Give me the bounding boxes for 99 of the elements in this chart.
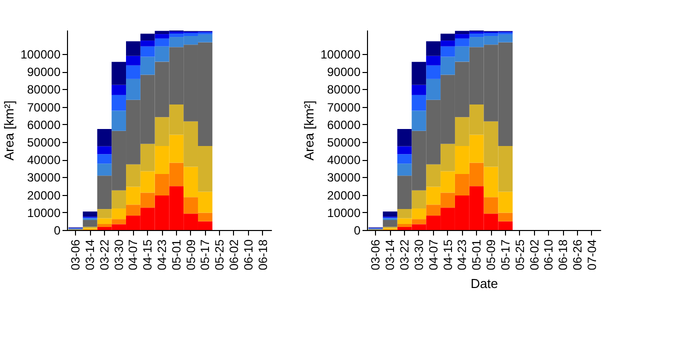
bar (97, 128, 112, 146)
x-axis-title: Date (470, 276, 498, 292)
y-tick-label: 70000 (27, 100, 61, 114)
y-tick-label: 30000 (27, 170, 61, 185)
bar (412, 219, 426, 224)
x-tick-label: 03-30 (412, 239, 426, 270)
bar (112, 62, 126, 85)
y-tick-label: 80000 (327, 82, 361, 97)
x-tick-label: 03-30 (112, 239, 126, 270)
bar (126, 65, 140, 79)
x-tick-label: 04-15 (440, 239, 455, 270)
bar (112, 84, 126, 95)
x-tick-label: 04-07 (426, 239, 440, 270)
bar (397, 209, 412, 218)
x-tick-label: 05-25 (212, 239, 227, 270)
x-tick-label: 03-06 (68, 239, 83, 270)
bar (412, 62, 426, 85)
x-tick-label: 05-01 (169, 239, 184, 270)
y-tick-label: 0 (354, 224, 361, 238)
bar (126, 41, 140, 56)
bar (412, 94, 426, 111)
y-tick-label: 0 (54, 224, 61, 238)
y-tick-label: 10000 (27, 206, 61, 220)
x-tick-label: 06-10 (241, 239, 256, 270)
x-tick-label: 03-22 (97, 239, 112, 270)
x-tick-label: 05-01 (470, 239, 484, 270)
bar (397, 128, 412, 146)
y-tick-label: 50000 (27, 135, 61, 150)
x-tick-label: 05-17 (198, 239, 212, 270)
x-tick-label: 06-10 (542, 239, 556, 270)
bar (97, 146, 112, 154)
x-tick-label: 04-15 (140, 239, 155, 270)
y-tick-label: 60000 (27, 118, 61, 132)
bar (426, 56, 441, 66)
bar (382, 212, 398, 217)
x-tick-label: 03-14 (83, 239, 98, 270)
x-tick-label: 05-17 (498, 239, 512, 270)
bar (397, 146, 412, 154)
bar (426, 41, 441, 56)
y-axis-title: Area [km²] (1, 100, 16, 160)
bar (126, 78, 140, 100)
y-tick-label: 30000 (327, 170, 361, 185)
y-tick-label: 10000 (327, 206, 361, 220)
x-tick-label: 06-02 (527, 239, 542, 270)
bar (112, 190, 126, 209)
bar (426, 65, 441, 79)
y-tick-label: 50000 (327, 135, 361, 150)
bar (454, 34, 470, 38)
bar (140, 46, 155, 57)
x-tick-label: 05-09 (484, 239, 498, 270)
bar (97, 224, 112, 228)
bar (440, 46, 455, 57)
y-tick-label: 70000 (327, 100, 361, 114)
bar (112, 219, 126, 224)
y-tick-label: 80000 (27, 82, 61, 97)
x-tick-label: 06-26 (570, 239, 585, 270)
bar (154, 34, 170, 38)
x-tick-label: 03-14 (383, 239, 398, 270)
bar (397, 154, 412, 164)
x-tick-label: 06-02 (226, 239, 241, 270)
x-tick-label: 03-06 (368, 239, 383, 270)
y-tick-label: 90000 (327, 65, 361, 80)
bar (97, 209, 112, 218)
x-tick-label: 06-18 (256, 239, 270, 270)
x-tick-label: 05-09 (184, 239, 198, 270)
bar (412, 190, 426, 209)
y-tick-label: 20000 (27, 188, 61, 202)
bar (397, 164, 412, 176)
bar (426, 78, 441, 100)
y-tick-label: 90000 (27, 65, 61, 80)
bar (412, 84, 426, 95)
x-tick-label: 04-23 (455, 239, 470, 270)
bar (154, 38, 170, 46)
x-tick-label: 04-07 (126, 239, 140, 270)
y-tick-label: 20000 (327, 188, 361, 202)
bar (412, 110, 426, 131)
bar (97, 154, 112, 164)
x-tick-label: 04-23 (155, 239, 170, 270)
x-tick-label: 07-04 (584, 239, 599, 270)
y-tick-label: 40000 (27, 153, 61, 168)
bar (112, 110, 126, 131)
x-tick-label: 03-22 (397, 239, 412, 270)
bar (82, 212, 98, 217)
y-axis-title: Area [km²] (301, 100, 316, 160)
bar (440, 40, 455, 46)
bar (82, 220, 98, 227)
bar (112, 94, 126, 111)
y-tick-label: 60000 (327, 118, 361, 132)
x-tick-label: 05-25 (512, 239, 527, 270)
y-tick-label: 40000 (327, 153, 361, 168)
y-tick-label: 100000 (320, 47, 361, 62)
x-tick-label: 06-18 (556, 239, 570, 270)
y-tick-label: 100000 (20, 47, 61, 62)
bar (97, 164, 112, 176)
bar (382, 220, 398, 227)
bar (126, 56, 140, 66)
bar (397, 224, 412, 228)
bar (454, 38, 470, 46)
bar (140, 40, 155, 46)
